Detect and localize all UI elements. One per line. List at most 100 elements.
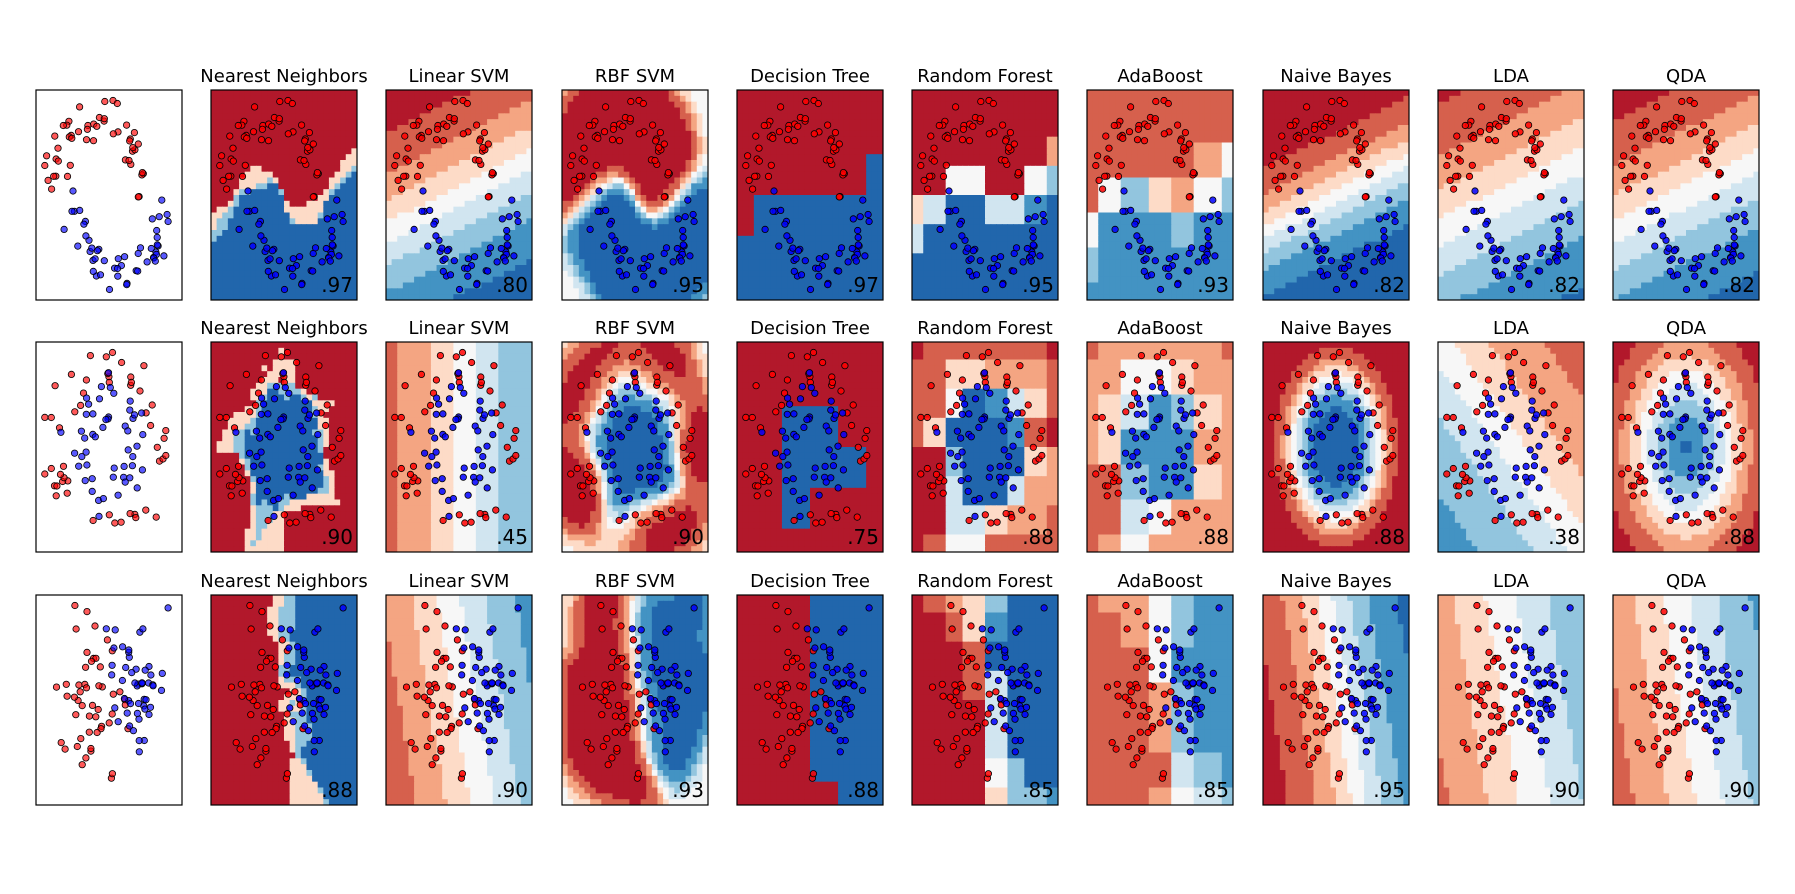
region-cell: [442, 189, 449, 196]
region-cell: [956, 130, 964, 138]
region-cell: [912, 136, 919, 144]
region-cell: [595, 200, 602, 208]
region-cell: [272, 259, 279, 266]
region-cell: [447, 183, 454, 190]
region-cell: [250, 148, 257, 155]
region-cell: [459, 177, 466, 184]
region-cell: [595, 276, 602, 284]
region-cell: [646, 171, 653, 179]
region-cell: [261, 183, 268, 190]
region-cell: [826, 171, 834, 179]
point-blue: [797, 271, 806, 279]
region-cell: [934, 136, 941, 144]
region-cell: [211, 177, 218, 184]
region-cell: [470, 294, 477, 300]
region-cell: [278, 235, 285, 243]
region-cell: [312, 212, 319, 219]
region-cell: [854, 165, 862, 173]
point-blue: [677, 257, 685, 265]
region-cell: [419, 230, 426, 237]
point-red: [42, 152, 51, 160]
region-cell: [787, 270, 794, 278]
panel-frame: [210, 89, 358, 301]
region-cell: [793, 148, 800, 155]
region-cell: [781, 265, 789, 272]
region-cell: [402, 183, 410, 190]
region-cell: [1007, 183, 1014, 190]
region-cell: [323, 282, 330, 289]
region-cell: [951, 154, 958, 161]
region-cell: [289, 212, 296, 219]
region-cell: [685, 165, 692, 173]
region-cell: [748, 235, 755, 243]
region-cell: [590, 218, 597, 225]
region-cell: [1007, 119, 1014, 126]
region-cell: [386, 259, 393, 266]
region-cell: [612, 195, 619, 202]
region-cell: [498, 136, 505, 144]
region-cell: [973, 241, 980, 249]
region-cell: [459, 253, 466, 260]
region-cell: [509, 241, 516, 249]
region-cell: [503, 218, 511, 225]
region-cell: [590, 241, 597, 249]
region-cell: [334, 177, 341, 184]
region-cell: [646, 294, 653, 300]
region-cell: [386, 195, 393, 202]
region-cell: [284, 142, 291, 149]
region-cell: [968, 160, 975, 167]
region-cell: [397, 265, 404, 272]
region-cell: [515, 235, 522, 243]
region-cell: [996, 95, 1003, 103]
region-cell: [284, 171, 291, 179]
point-blue: [640, 272, 648, 280]
point-red: [576, 172, 584, 180]
point-blue: [288, 264, 297, 273]
region-cell: [255, 253, 263, 260]
region-cell: [618, 107, 625, 114]
region-cell: [871, 282, 878, 289]
region-cell: [651, 259, 659, 266]
region-cell: [854, 177, 862, 184]
region-cell: [793, 154, 800, 161]
region-cell: [776, 107, 783, 114]
region-cell: [250, 218, 257, 225]
region-cell: [668, 189, 675, 196]
region-cell: [340, 247, 347, 254]
region-cell: [765, 160, 772, 167]
point-red: [450, 115, 458, 123]
region-cell: [1018, 230, 1025, 237]
region-cell: [962, 160, 969, 167]
region-cell: [668, 212, 675, 219]
region-cell: [515, 282, 522, 289]
region-cell: [657, 276, 664, 284]
region-cell: [520, 282, 527, 289]
region-cell: [414, 113, 421, 120]
point-red: [68, 134, 76, 142]
region-cell: [663, 183, 670, 190]
region-cell: [646, 235, 653, 243]
region-cell: [996, 177, 1003, 184]
region-cell: [334, 276, 341, 284]
region-cell: [464, 136, 471, 144]
point-blue: [123, 280, 131, 289]
region-cell: [453, 142, 460, 149]
region-cell: [216, 212, 223, 219]
region-cell: [255, 160, 263, 167]
region-cell: [498, 259, 505, 266]
region-cell: [278, 136, 285, 144]
region-cell: [562, 95, 569, 103]
region-cell: [317, 265, 324, 272]
point-blue: [339, 217, 347, 226]
region-cell: [414, 218, 421, 225]
region-cell: [1052, 235, 1058, 243]
region-cell: [397, 142, 404, 149]
region-cell: [663, 212, 670, 219]
region-cell: [685, 160, 692, 167]
region-cell: [306, 218, 313, 225]
point-red: [573, 185, 582, 193]
region-cell: [854, 270, 862, 278]
region-cell: [317, 136, 324, 144]
region-cell: [832, 241, 839, 249]
region-cell: [742, 253, 749, 260]
